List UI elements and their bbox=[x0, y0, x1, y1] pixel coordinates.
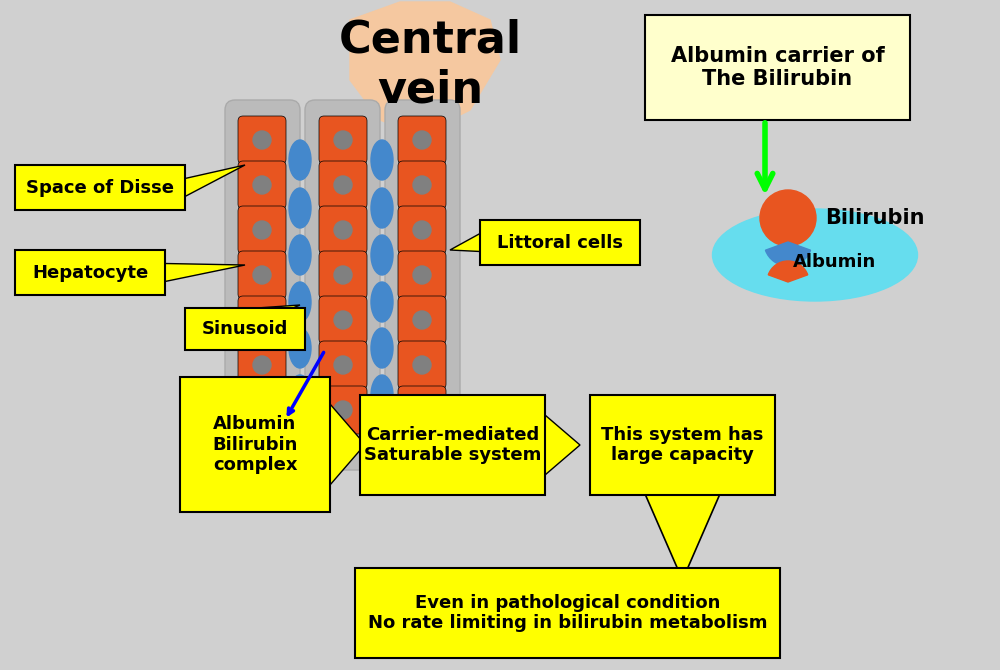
Text: Carrier-mediated
Saturable system: Carrier-mediated Saturable system bbox=[364, 425, 541, 464]
Ellipse shape bbox=[712, 209, 918, 301]
FancyBboxPatch shape bbox=[180, 377, 330, 512]
FancyBboxPatch shape bbox=[305, 100, 380, 470]
FancyBboxPatch shape bbox=[238, 386, 286, 434]
Circle shape bbox=[413, 221, 431, 239]
FancyBboxPatch shape bbox=[15, 165, 185, 210]
FancyBboxPatch shape bbox=[319, 206, 367, 254]
FancyBboxPatch shape bbox=[480, 220, 640, 265]
FancyBboxPatch shape bbox=[319, 251, 367, 299]
Text: Albumin carrier of
The Bilirubin: Albumin carrier of The Bilirubin bbox=[671, 46, 884, 89]
Circle shape bbox=[334, 311, 352, 329]
Ellipse shape bbox=[371, 140, 393, 180]
FancyBboxPatch shape bbox=[238, 206, 286, 254]
Circle shape bbox=[334, 401, 352, 419]
Ellipse shape bbox=[371, 328, 393, 368]
FancyBboxPatch shape bbox=[398, 251, 446, 299]
Circle shape bbox=[253, 176, 271, 194]
Text: Albumin: Albumin bbox=[793, 253, 877, 271]
Circle shape bbox=[413, 176, 431, 194]
FancyBboxPatch shape bbox=[238, 251, 286, 299]
FancyBboxPatch shape bbox=[398, 386, 446, 434]
Polygon shape bbox=[350, 2, 500, 135]
Text: Hepatocyte: Hepatocyte bbox=[32, 263, 148, 281]
FancyBboxPatch shape bbox=[385, 100, 460, 450]
Ellipse shape bbox=[289, 140, 311, 180]
FancyBboxPatch shape bbox=[15, 250, 165, 295]
FancyBboxPatch shape bbox=[319, 161, 367, 209]
Circle shape bbox=[413, 266, 431, 284]
Polygon shape bbox=[646, 495, 720, 580]
Circle shape bbox=[413, 356, 431, 374]
FancyBboxPatch shape bbox=[360, 395, 545, 495]
Circle shape bbox=[334, 266, 352, 284]
Text: This system has
large capacity: This system has large capacity bbox=[601, 425, 764, 464]
Circle shape bbox=[253, 356, 271, 374]
FancyBboxPatch shape bbox=[238, 116, 286, 164]
Text: Littoral cells: Littoral cells bbox=[497, 234, 623, 251]
FancyBboxPatch shape bbox=[398, 206, 446, 254]
FancyBboxPatch shape bbox=[319, 116, 367, 164]
FancyBboxPatch shape bbox=[225, 100, 300, 450]
Text: Even in pathological condition
No rate limiting in bilirubin metabolism: Even in pathological condition No rate l… bbox=[368, 594, 767, 632]
FancyBboxPatch shape bbox=[398, 161, 446, 209]
Polygon shape bbox=[330, 404, 365, 485]
Text: Central
vein: Central vein bbox=[338, 19, 522, 111]
Ellipse shape bbox=[289, 235, 311, 275]
Ellipse shape bbox=[289, 282, 311, 322]
Circle shape bbox=[334, 176, 352, 194]
FancyBboxPatch shape bbox=[590, 395, 775, 495]
Text: Albumin
Bilirubin
complex: Albumin Bilirubin complex bbox=[212, 415, 298, 474]
FancyBboxPatch shape bbox=[238, 296, 286, 344]
FancyBboxPatch shape bbox=[319, 296, 367, 344]
Circle shape bbox=[413, 311, 431, 329]
Ellipse shape bbox=[371, 235, 393, 275]
Text: Sinusoid: Sinusoid bbox=[202, 320, 288, 338]
Circle shape bbox=[334, 221, 352, 239]
Circle shape bbox=[253, 221, 271, 239]
Circle shape bbox=[413, 131, 431, 149]
Circle shape bbox=[334, 131, 352, 149]
Circle shape bbox=[334, 356, 352, 374]
Ellipse shape bbox=[371, 282, 393, 322]
Circle shape bbox=[253, 131, 271, 149]
Circle shape bbox=[253, 266, 271, 284]
Ellipse shape bbox=[289, 328, 311, 368]
Wedge shape bbox=[765, 242, 811, 266]
FancyBboxPatch shape bbox=[355, 568, 780, 658]
Circle shape bbox=[760, 190, 816, 246]
Ellipse shape bbox=[289, 188, 311, 228]
FancyBboxPatch shape bbox=[398, 116, 446, 164]
Circle shape bbox=[253, 401, 271, 419]
Ellipse shape bbox=[289, 375, 311, 415]
FancyBboxPatch shape bbox=[238, 161, 286, 209]
Polygon shape bbox=[165, 263, 245, 281]
Ellipse shape bbox=[371, 375, 393, 415]
Polygon shape bbox=[450, 234, 480, 251]
FancyBboxPatch shape bbox=[238, 341, 286, 389]
FancyBboxPatch shape bbox=[398, 341, 446, 389]
Polygon shape bbox=[257, 305, 300, 308]
FancyBboxPatch shape bbox=[645, 15, 910, 120]
FancyBboxPatch shape bbox=[398, 296, 446, 344]
Polygon shape bbox=[185, 165, 245, 196]
Wedge shape bbox=[768, 261, 808, 282]
Polygon shape bbox=[545, 415, 580, 475]
FancyBboxPatch shape bbox=[185, 308, 305, 350]
Text: Bilirubin: Bilirubin bbox=[825, 208, 924, 228]
FancyBboxPatch shape bbox=[319, 386, 367, 434]
Text: Space of Disse: Space of Disse bbox=[26, 178, 174, 196]
Circle shape bbox=[253, 311, 271, 329]
Circle shape bbox=[413, 401, 431, 419]
Ellipse shape bbox=[371, 188, 393, 228]
FancyBboxPatch shape bbox=[319, 341, 367, 389]
